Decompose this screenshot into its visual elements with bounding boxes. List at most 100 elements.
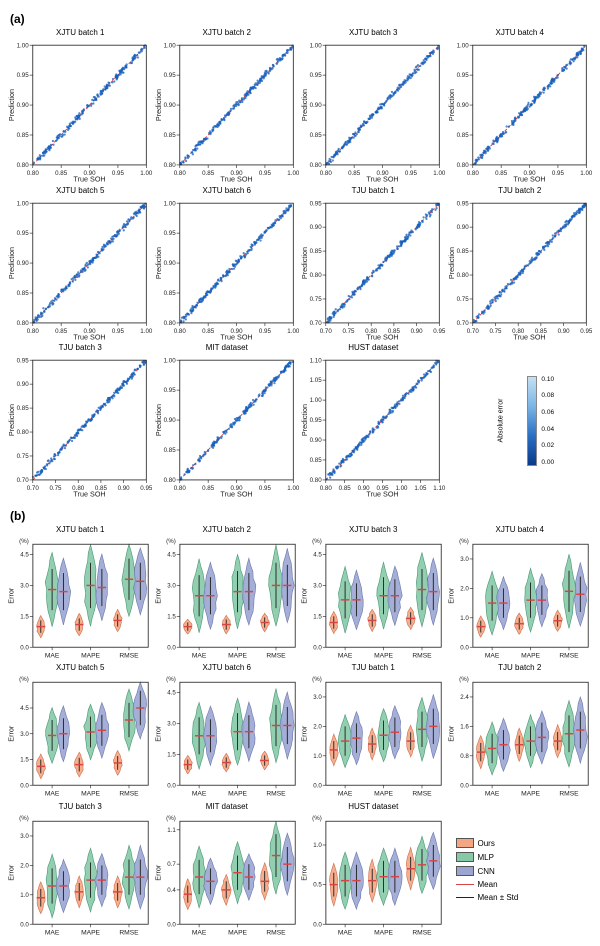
svg-text:MAPE: MAPE [374,791,393,798]
svg-text:True SOH: True SOH [366,489,398,498]
svg-text:1.00: 1.00 [17,42,30,49]
scatter-plot: 0.800.850.900.951.001.051.101.101.051.00… [301,354,446,499]
colorbar: Absolute error 0.100.080.060.040.020.00 [448,343,593,499]
svg-text:0.8: 0.8 [460,753,469,760]
svg-text:0.95: 0.95 [310,72,323,79]
svg-text:0.0: 0.0 [20,921,29,928]
subplot-title: XJTU batch 4 [448,28,593,37]
svg-text:1.00: 1.00 [580,170,592,177]
svg-text:3.0: 3.0 [167,721,176,728]
svg-text:0.0: 0.0 [313,782,322,789]
svg-text:4.5: 4.5 [167,690,176,697]
svg-text:0.80: 0.80 [173,328,186,335]
svg-text:Error: Error [155,864,162,881]
svg-text:0.85: 0.85 [202,485,215,492]
svg-text:1.00: 1.00 [310,397,323,404]
svg-text:MAPE: MAPE [81,791,100,798]
scatter-plot: 0.800.850.900.951.001.000.950.900.850.80… [448,39,593,184]
svg-text:0.0: 0.0 [20,782,29,789]
subplot-title: XJTU batch 3 [301,525,446,534]
svg-text:True SOH: True SOH [366,174,398,183]
svg-text:(%): (%) [19,538,29,545]
violin-plot: 4.53.01.50.0MAEMAPERMSEError(%) [8,536,153,662]
svg-text:1.00: 1.00 [287,170,299,177]
svg-text:True SOH: True SOH [73,489,105,498]
svg-text:1.00: 1.00 [140,170,152,177]
svg-text:3.0: 3.0 [20,582,29,589]
svg-text:RMSE: RMSE [266,652,286,659]
svg-text:MAPE: MAPE [228,791,247,798]
svg-text:True SOH: True SOH [73,332,105,341]
svg-text:0.70: 0.70 [17,477,30,484]
svg-text:0.80: 0.80 [27,170,40,177]
svg-text:(%): (%) [166,815,176,822]
scatter-plot: 0.800.850.900.951.001.000.950.900.850.80… [8,39,153,184]
scatter-subplot: XJTU batch 4 0.800.850.900.951.001.000.9… [448,28,593,184]
violin-subplot: XJTU batch 2 4.53.01.50.0MAEMAPERMSEErro… [155,525,300,662]
svg-text:0.90: 0.90 [310,437,323,444]
svg-text:0.85: 0.85 [55,170,68,177]
svg-text:MAE: MAE [338,652,353,659]
svg-text:3.0: 3.0 [460,556,469,563]
scatter-plot: 0.800.850.900.951.001.000.950.900.850.80… [155,354,300,499]
scatter-subplot: XJTU batch 3 0.800.850.900.951.001.000.9… [301,28,446,184]
scatter-plot: 0.800.850.900.951.001.000.950.900.850.80… [8,197,153,342]
svg-text:0.90: 0.90 [411,328,424,335]
colorbar-ticks: 0.100.080.060.040.020.00 [541,376,554,466]
svg-text:MAPE: MAPE [521,791,540,798]
scatter-plot: 0.800.850.900.951.001.000.950.900.850.80… [301,39,446,184]
svg-text:RMSE: RMSE [119,929,139,936]
subplot-title: TJU batch 3 [8,343,153,352]
svg-text:0.95: 0.95 [258,170,271,177]
panel-b-legend: OursMLPCNNMeanMean ± Std [448,802,593,939]
svg-text:True SOH: True SOH [220,489,252,498]
scatter-subplot: XJTU batch 2 0.800.850.900.951.001.000.9… [155,28,300,184]
svg-text:0.80: 0.80 [466,170,479,177]
violin-subplot: HUST dataset 1.00.50.0MAEMAPERMSEError(%… [301,802,446,939]
figure: (a) XJTU batch 1 0.800.850.900.951.001.0… [0,0,600,946]
svg-text:1.0: 1.0 [313,753,322,760]
scatter-subplot: XJTU batch 6 0.800.850.900.951.001.000.9… [155,186,300,342]
svg-text:0.85: 0.85 [202,170,215,177]
svg-text:Prediction: Prediction [8,404,16,436]
svg-text:Error: Error [8,725,15,742]
svg-text:2.0: 2.0 [460,585,469,592]
scatter-subplot: TJU batch 2 0.700.750.800.850.900.950.95… [448,186,593,342]
subplot-title: XJTU batch 6 [155,186,300,195]
svg-text:3.0: 3.0 [20,833,29,840]
legend-swatch [456,852,474,862]
svg-text:0.70: 0.70 [27,485,40,492]
svg-text:0.0: 0.0 [167,921,176,928]
legend-item: CNN [456,866,593,876]
svg-text:0.80: 0.80 [310,162,323,169]
legend-item: Mean ± Std [456,893,593,902]
svg-text:0.75: 0.75 [456,296,469,303]
svg-text:0.95: 0.95 [405,170,418,177]
legend-label: Mean ± Std [478,893,519,902]
svg-text:RMSE: RMSE [412,791,432,798]
svg-text:0.85: 0.85 [310,248,323,255]
svg-text:3.0: 3.0 [167,582,176,589]
svg-text:0.95: 0.95 [433,328,445,335]
violin-subplot: XJTU batch 3 4.53.01.50.0MAEMAPERMSEErro… [301,525,446,662]
svg-text:1.0: 1.0 [20,892,29,899]
svg-text:0.90: 0.90 [163,417,176,424]
svg-text:0.75: 0.75 [489,328,502,335]
svg-text:0.80: 0.80 [163,319,176,326]
panel-b-grid: XJTU batch 1 4.53.01.50.0MAEMAPERMSEErro… [4,525,596,939]
svg-text:1.00: 1.00 [287,485,299,492]
svg-text:0.85: 0.85 [163,132,176,139]
subplot-title: XJTU batch 2 [155,28,300,37]
svg-text:1.10: 1.10 [310,357,323,364]
scatter-plot: 0.700.750.800.850.900.950.950.900.850.80… [8,354,153,499]
svg-text:1.00: 1.00 [140,328,152,335]
svg-text:1.0: 1.0 [313,842,322,849]
legend-item: Mean [456,880,593,889]
subplot-title: XJTU batch 1 [8,525,153,534]
legend-item: MLP [456,852,593,862]
svg-text:Error: Error [155,725,162,742]
scatter-plot: 0.700.750.800.850.900.950.950.900.850.80… [448,197,593,342]
svg-text:0.80: 0.80 [27,328,40,335]
svg-text:0.95: 0.95 [310,200,323,207]
svg-text:0.80: 0.80 [173,170,186,177]
